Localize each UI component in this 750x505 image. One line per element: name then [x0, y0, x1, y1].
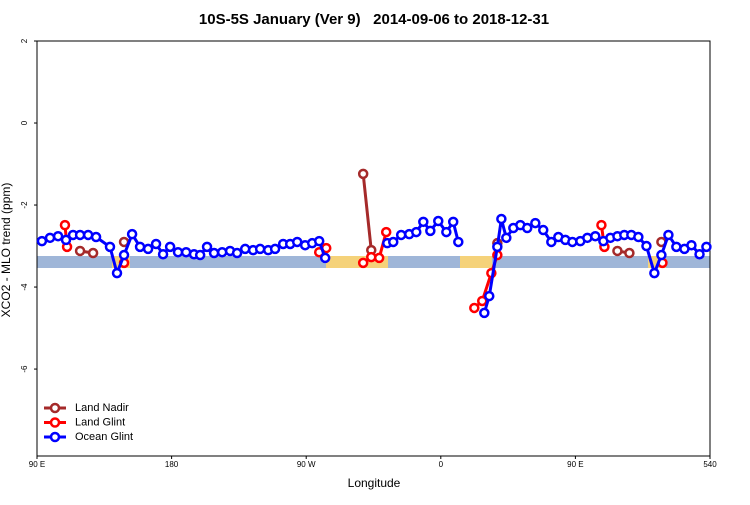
- point: [501, 232, 512, 244]
- point: [104, 241, 116, 253]
- legend-label: Land Nadir: [75, 402, 129, 414]
- point: [671, 241, 682, 253]
- point: [216, 246, 228, 258]
- point: [319, 252, 331, 264]
- legend-marker: [49, 417, 61, 428]
- y-tick-label: 0: [20, 120, 29, 125]
- point: [479, 307, 490, 319]
- point: [90, 231, 102, 243]
- point: [357, 257, 369, 269]
- point: [441, 226, 452, 238]
- point: [44, 232, 56, 244]
- point: [52, 230, 64, 242]
- point: [373, 252, 385, 264]
- point: [134, 241, 146, 253]
- y-axis-label: XCO2 - MLO trend (ppm): [0, 183, 13, 318]
- point: [411, 226, 422, 238]
- point: [60, 234, 72, 246]
- point: [656, 249, 667, 261]
- point: [521, 222, 533, 234]
- point: [453, 236, 464, 248]
- point: [701, 241, 712, 253]
- point: [231, 247, 243, 259]
- point: [157, 248, 169, 260]
- y-tick-label: -6: [20, 365, 29, 373]
- point: [142, 243, 154, 255]
- point: [150, 238, 162, 250]
- point: [387, 236, 399, 248]
- point: [59, 219, 71, 231]
- legend-label: Land Glint: [75, 416, 125, 428]
- point: [254, 243, 266, 255]
- point: [433, 215, 444, 227]
- point: [201, 241, 213, 253]
- point: [172, 246, 184, 258]
- point: [694, 248, 705, 260]
- point: [590, 230, 601, 242]
- point: [582, 232, 593, 244]
- point: [492, 241, 503, 253]
- point: [425, 225, 436, 237]
- point: [596, 219, 607, 231]
- x-axis-label: Longitude: [348, 476, 401, 490]
- legend-marker: [49, 402, 61, 414]
- point: [239, 243, 251, 255]
- point: [633, 231, 644, 243]
- point: [74, 229, 86, 241]
- legend-marker: [49, 431, 61, 443]
- y-tick-label: -4: [20, 283, 29, 291]
- point: [624, 247, 635, 259]
- point: [686, 239, 697, 251]
- y-tick-label: 2: [20, 38, 29, 43]
- point: [269, 243, 281, 255]
- point: [418, 216, 429, 228]
- chart-title: 10S-5S January (Ver 9) 2014-09-06 to 201…: [199, 11, 549, 28]
- point: [118, 249, 130, 261]
- point: [126, 228, 138, 240]
- point: [530, 217, 541, 229]
- y-tick-label: -2: [20, 201, 29, 209]
- point: [496, 213, 507, 225]
- point: [484, 290, 495, 302]
- x-tick-label: 90 E: [567, 460, 583, 469]
- point: [546, 236, 557, 248]
- legend-label: Ocean Glint: [75, 431, 133, 443]
- x-tick-label: 0: [439, 460, 444, 469]
- point: [395, 229, 407, 241]
- x-tick-label: 90 W: [297, 460, 316, 469]
- x-tick-label: 540: [703, 460, 717, 469]
- point: [74, 245, 86, 257]
- point: [357, 168, 369, 180]
- point: [447, 216, 459, 228]
- point: [612, 245, 623, 257]
- point: [164, 241, 176, 253]
- point: [194, 249, 206, 261]
- point: [208, 247, 220, 259]
- point: [313, 235, 325, 247]
- x-tick-label: 90 E: [29, 460, 45, 469]
- point: [36, 235, 48, 247]
- point: [380, 226, 392, 238]
- point: [641, 240, 652, 252]
- x-tick-label: 180: [165, 460, 179, 469]
- point: [537, 224, 549, 236]
- point: [476, 295, 488, 307]
- point: [663, 229, 674, 241]
- point: [87, 247, 99, 259]
- point: [649, 267, 660, 279]
- point: [469, 302, 480, 314]
- point: [111, 267, 123, 279]
